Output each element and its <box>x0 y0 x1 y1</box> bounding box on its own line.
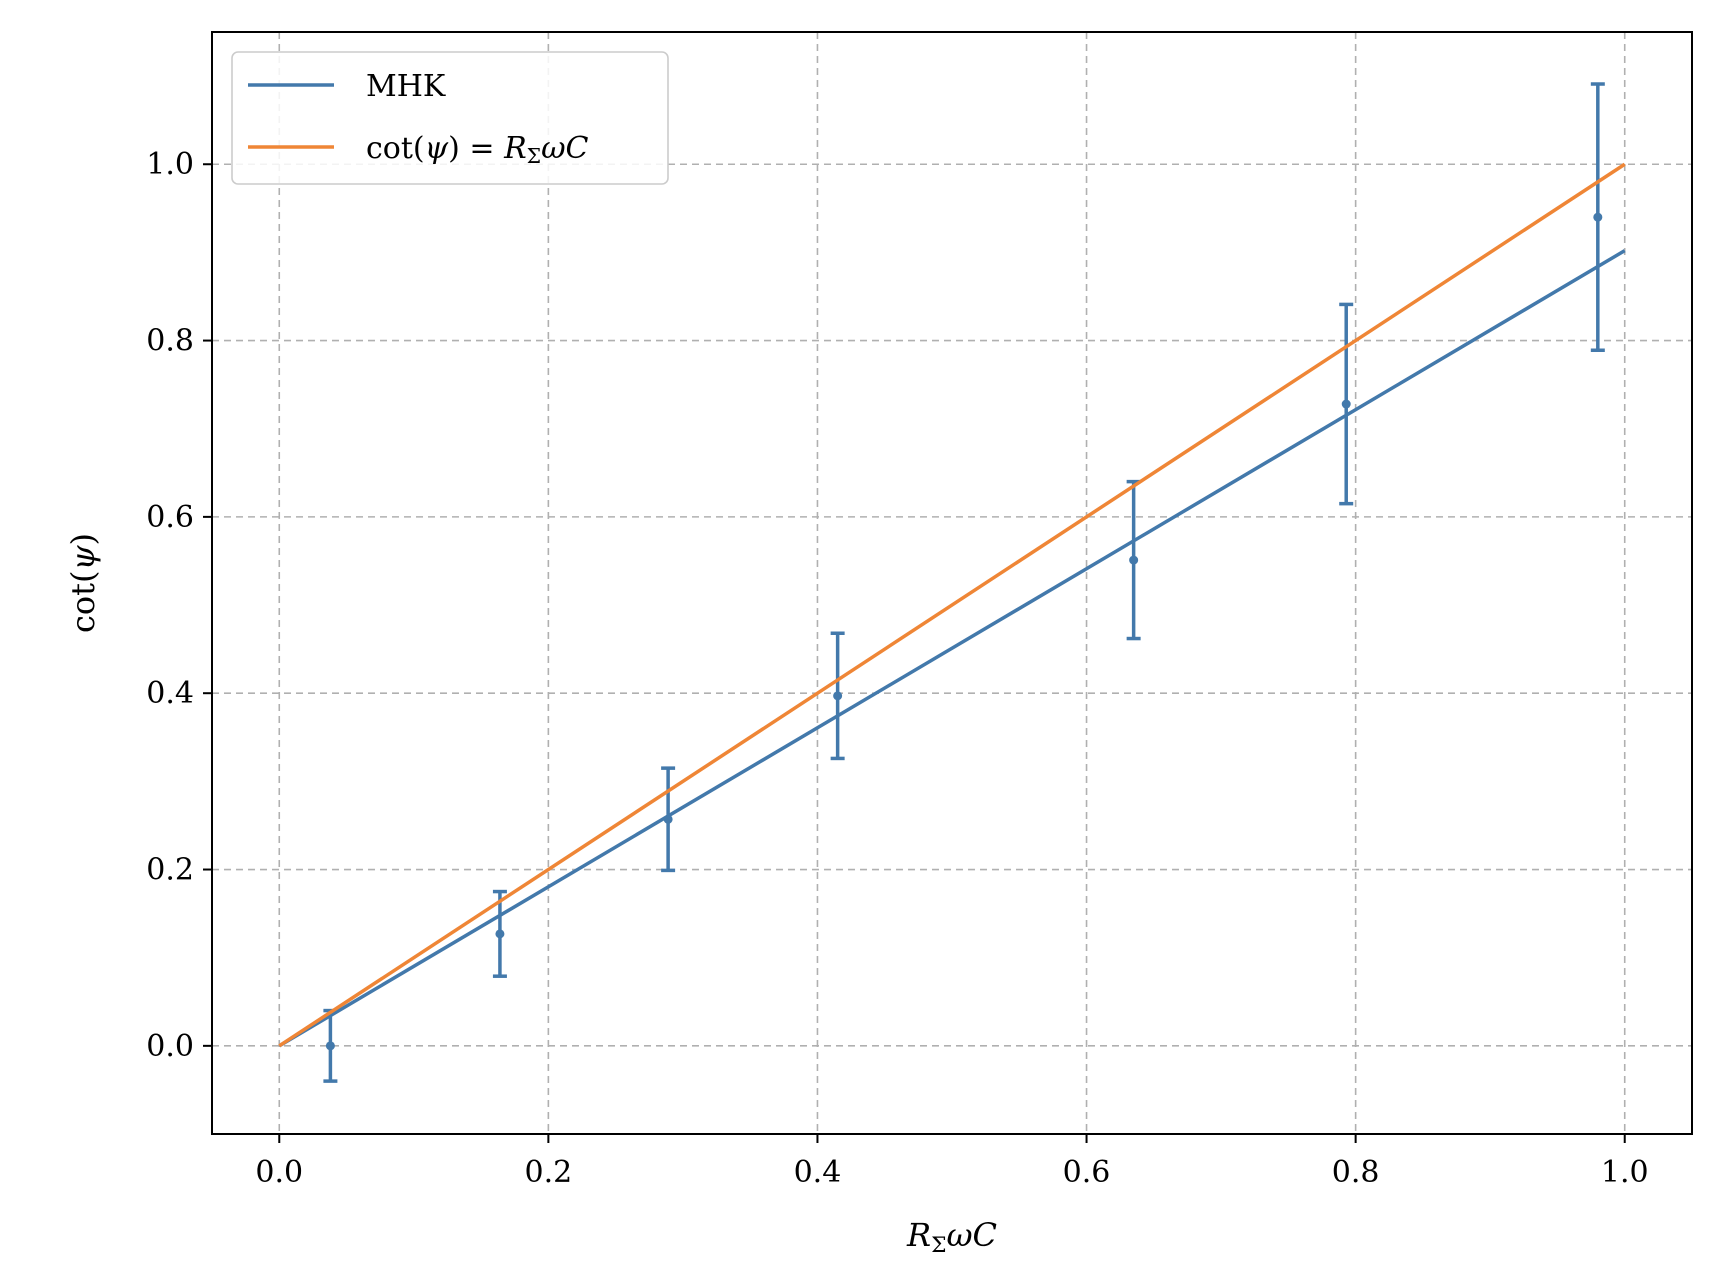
data-point <box>833 691 843 701</box>
error-bar-point <box>1126 479 1141 641</box>
theory-line <box>278 162 1626 1048</box>
data-point <box>1593 212 1603 222</box>
grid <box>212 32 1692 1134</box>
data-point <box>1129 555 1139 565</box>
error-bar-point <box>830 631 845 761</box>
y-tick-label: 0.6 <box>146 500 194 535</box>
legend-label: cot(ψ) = RΣωC <box>366 131 589 168</box>
error-bar-point <box>1339 302 1354 506</box>
y-axis-label: cot(ψ) <box>64 533 102 633</box>
text-part: cot( <box>366 131 425 166</box>
y-tick-label: 1.0 <box>146 147 194 182</box>
y-tick-label: 0.4 <box>146 676 194 711</box>
data-point <box>495 929 505 939</box>
y-tick-label: 0.0 <box>146 1029 194 1064</box>
y-axis: 0.0 0.2 0.4 0.6 0.8 1.0 <box>146 147 212 1064</box>
text-part: ψ <box>64 545 102 571</box>
text-part: Σ <box>527 144 541 168</box>
y-tick-label: 0.8 <box>146 324 194 359</box>
text-part: ) = <box>448 131 504 166</box>
error-bar-point <box>661 766 676 873</box>
text-part: ) <box>64 533 102 545</box>
data-point <box>663 814 673 824</box>
x-tick-label: 0.0 <box>255 1155 303 1190</box>
data-point <box>1341 399 1351 409</box>
legend: MHK cot(ψ) = RΣωC <box>231 51 669 185</box>
x-axis: 0.0 0.2 0.4 0.6 0.8 1.0 <box>255 1134 1649 1190</box>
legend-label: MHK <box>366 69 446 104</box>
x-tick-label: 1.0 <box>1601 1155 1649 1190</box>
text-part: Σ <box>931 1233 946 1258</box>
x-axis-label: RΣωC <box>906 1216 997 1258</box>
x-tick-label: 0.2 <box>525 1155 573 1190</box>
x-tick-label: 0.4 <box>794 1155 842 1190</box>
text-part: ωC <box>946 1216 997 1254</box>
legend-box <box>231 51 669 185</box>
x-tick-label: 0.6 <box>1063 1155 1111 1190</box>
y-tick-label: 0.2 <box>146 853 194 888</box>
error-bar-point <box>492 889 507 978</box>
text-part: cot( <box>64 571 102 634</box>
mhk-fit-line <box>278 249 1626 1048</box>
text-part: ψ <box>425 131 449 166</box>
series-layer <box>278 82 1626 1083</box>
error-bar-point <box>1590 82 1605 353</box>
text-part: R <box>503 131 527 166</box>
text-part: R <box>906 1216 931 1254</box>
text-part: MHK <box>366 69 446 104</box>
plot-frame <box>211 31 1693 1135</box>
x-tick-label: 0.8 <box>1332 1155 1380 1190</box>
data-point <box>325 1041 335 1051</box>
text-part: ωC <box>541 131 588 166</box>
